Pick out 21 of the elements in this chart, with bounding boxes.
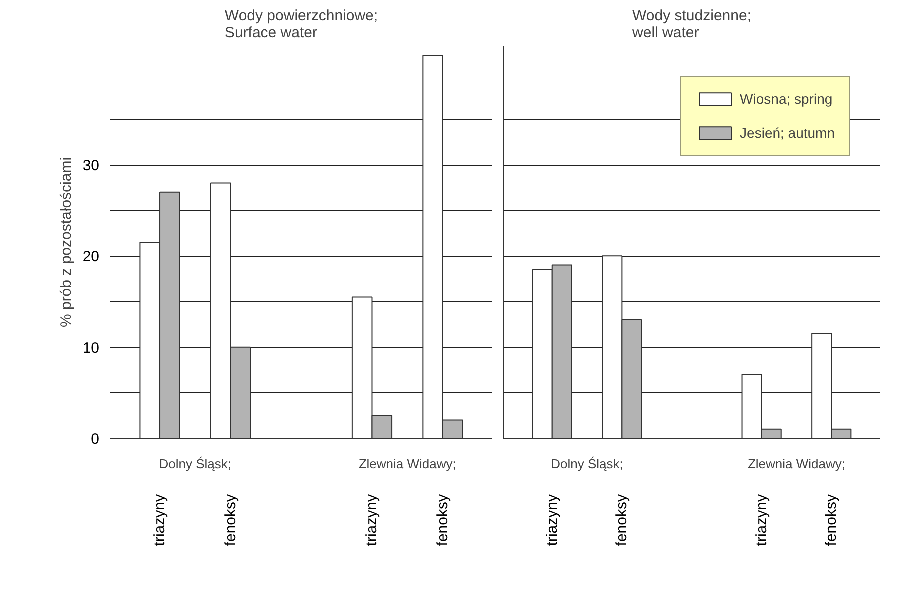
x-tick-label: triazyny: [364, 494, 381, 546]
text: Dolny Śląsk;: [159, 456, 232, 472]
x-tick-label: fenoksy: [222, 494, 240, 546]
x-tick-label: fenoksy: [434, 494, 452, 546]
x-tick-label: fenoksy: [823, 494, 840, 546]
chart-title: Wody studzienne; well water: [632, 8, 752, 42]
y-tick-label: 0: [91, 431, 100, 448]
text: Zlewnia Widawy;: [748, 456, 846, 472]
y-tick-label: 20: [82, 248, 100, 266]
text: Zlewnia Widawy;: [358, 456, 456, 472]
text: Dolny Śląsk;: [551, 456, 624, 472]
chart-title: Wody powierzchniowe; Surface water: [224, 8, 378, 42]
legend-label: Jesień; autumn: [740, 125, 835, 141]
x-tick-label: triazyny: [544, 494, 561, 546]
x-tick-label: triazyny: [152, 494, 169, 546]
y-tick-label: 30: [82, 158, 100, 175]
y-tick-label: 10: [82, 340, 100, 357]
x-tick-label: triazyny: [753, 494, 770, 546]
legend-label: Wiosna; spring: [740, 91, 833, 107]
y-axis-title: % prób z pozostałościami: [58, 157, 75, 328]
x-tick-label: fenoksy: [614, 494, 631, 546]
